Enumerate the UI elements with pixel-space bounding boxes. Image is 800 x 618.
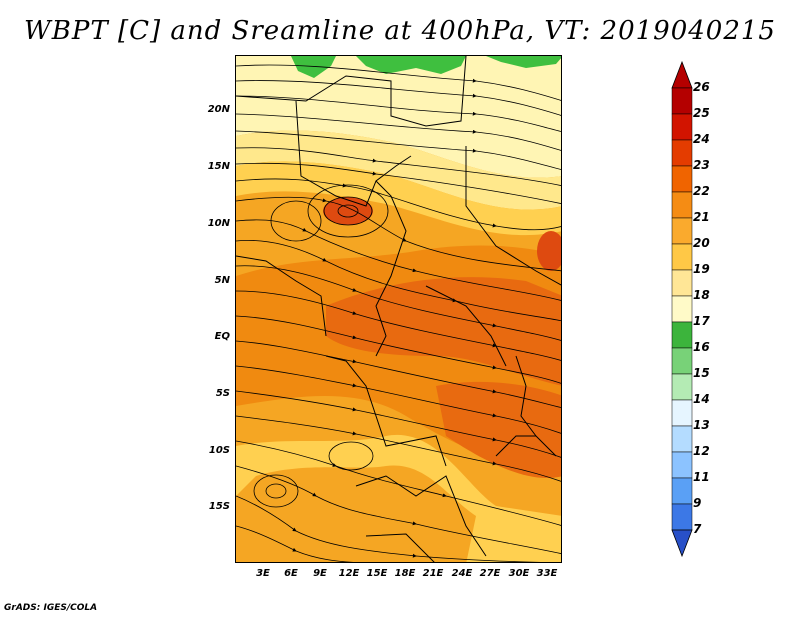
lat-label-10s: 10S	[208, 445, 230, 456]
colorbar-bin-16	[671, 347, 693, 375]
streamlines	[236, 64, 561, 562]
colorbar-bin-13	[671, 425, 693, 453]
colorbar-label-26: 26	[693, 80, 710, 94]
colorbar-label-22: 22	[693, 184, 710, 198]
colorbar	[671, 60, 693, 558]
lon-label-12e: 12E	[338, 568, 360, 579]
lon-label-18e: 18E	[394, 568, 416, 579]
lat-label-10n: 10N	[207, 218, 230, 229]
chart-title: WBPT [C] and Sreamline at 400hPa, VT: 20…	[24, 16, 776, 46]
colorbar-bin-15	[671, 373, 693, 401]
colorbar-label-11: 11	[693, 470, 710, 484]
colorbar-bin-20	[671, 243, 693, 271]
colorbar-bin-12	[671, 451, 693, 479]
lon-label-9e: 9E	[313, 568, 327, 579]
colorbar-bin-18	[671, 295, 693, 323]
colorbar-label-12: 12	[693, 444, 710, 458]
field-17-c	[486, 56, 561, 68]
colorbar-label-7: 7	[693, 522, 702, 536]
colorbar-label-9: 9	[693, 496, 702, 510]
colorbar-label-16: 16	[693, 340, 710, 354]
colorbar-bin-17	[671, 321, 693, 349]
colorbar-bin-24	[671, 139, 693, 167]
field-18	[236, 56, 561, 178]
lon-label-30e: 30E	[508, 568, 530, 579]
lat-label-5s: 5S	[215, 388, 230, 399]
colorbar-bin-25	[671, 113, 693, 141]
map-panel	[235, 55, 562, 563]
colorbar-bin-9	[671, 503, 693, 531]
colorbar-label-20: 20	[693, 236, 710, 250]
lat-label-15n: 15N	[207, 161, 230, 172]
lat-label-20n: 20N	[207, 104, 230, 115]
colorbar-bin-23	[671, 165, 693, 193]
colorbar-bin-21	[671, 217, 693, 245]
lon-label-27e: 27E	[479, 568, 501, 579]
colorbar-label-14: 14	[693, 392, 710, 406]
lat-label-15s: 15S	[208, 501, 230, 512]
colorbar-label-19: 19	[693, 262, 710, 276]
colorbar-label-18: 18	[693, 288, 710, 302]
colorbar-label-17: 17	[693, 314, 710, 328]
footer-credit: GrADS: IGES/COLA	[4, 603, 98, 613]
colorbar-arrow-top	[671, 60, 693, 89]
colorbar-label-25: 25	[693, 106, 710, 120]
lon-label-6e: 6E	[284, 568, 298, 579]
map-canvas	[236, 56, 561, 562]
colorbar-arrow-bottom	[671, 529, 693, 558]
colorbar-label-23: 23	[693, 158, 710, 172]
lon-label-3e: 3E	[256, 568, 270, 579]
colorbar-bin-19	[671, 269, 693, 297]
field-17-b	[356, 56, 466, 74]
colorbar-bin-26	[671, 87, 693, 115]
colorbar-bin-11	[671, 477, 693, 505]
lat-label-5n: 5N	[214, 275, 230, 286]
lat-label-eq: EQ	[214, 331, 230, 342]
colorbar-label-21: 21	[693, 210, 710, 224]
lon-label-33e: 33E	[536, 568, 558, 579]
lon-label-24e: 24E	[451, 568, 473, 579]
colorbar-label-15: 15	[693, 366, 710, 380]
colorbar-bin-22	[671, 191, 693, 219]
colorbar-label-24: 24	[693, 132, 710, 146]
colorbar-bin-14	[671, 399, 693, 427]
colorbar-label-13: 13	[693, 418, 710, 432]
lon-label-15e: 15E	[366, 568, 388, 579]
field-24-east	[537, 231, 561, 271]
field-17-a	[291, 56, 336, 78]
lon-label-21e: 21E	[422, 568, 444, 579]
